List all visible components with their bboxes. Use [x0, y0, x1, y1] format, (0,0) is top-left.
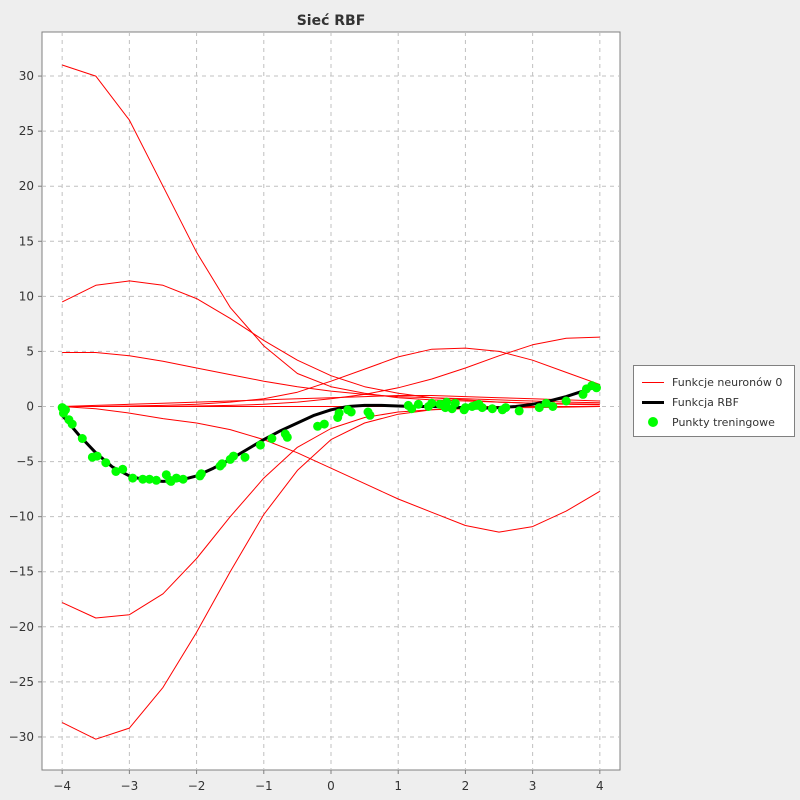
training-point	[460, 403, 470, 413]
x-tick-label: 3	[529, 779, 537, 793]
y-tick-label: −10	[9, 510, 34, 524]
legend-label-neurons: Funkcje neuronów 0	[672, 375, 783, 389]
training-point	[427, 398, 437, 408]
legend-item-points: Punkty treningowe	[642, 412, 775, 432]
y-tick-label: −30	[9, 730, 34, 744]
training-point	[541, 398, 551, 408]
training-point	[346, 407, 356, 417]
training-point	[255, 440, 265, 450]
training-point	[217, 459, 227, 469]
training-point	[267, 434, 277, 443]
neuron-function-line-3	[62, 347, 600, 407]
axes: −4 −3 −2 −1 0 1 2 3 4302520151050−5−10−15−20−25−…	[9, 69, 604, 793]
training-point	[111, 467, 121, 476]
x-tick-label: −1	[255, 779, 273, 793]
neuron-function-line-5	[62, 395, 600, 407]
x-tick-label: −3	[121, 779, 139, 793]
training-point	[450, 398, 460, 408]
training-point	[138, 474, 148, 484]
training-point	[561, 396, 571, 406]
legend-swatch-rbf	[642, 396, 664, 408]
y-tick-label: 0	[26, 400, 34, 414]
training-point	[67, 419, 77, 429]
neuron-function-line-1	[61, 280, 600, 406]
x-tick-label: −2	[188, 779, 206, 793]
training-point	[442, 397, 452, 407]
legend: Funkcje neuronów 0 Funkcja RBF Punkty tr…	[633, 365, 795, 437]
training-point	[487, 404, 497, 414]
training-points	[57, 381, 601, 486]
training-point	[145, 474, 154, 484]
training-point	[61, 405, 70, 415]
y-tick-label: 30	[19, 69, 34, 83]
training-point	[534, 403, 544, 413]
training-point	[101, 458, 111, 468]
legend-label-rbf: Funkcja RBF	[672, 395, 739, 409]
training-point	[407, 404, 417, 414]
x-tick-label: 4	[596, 779, 604, 793]
x-tick-label: 0	[327, 779, 335, 793]
training-point	[334, 408, 344, 418]
training-point	[319, 419, 329, 429]
training-point	[282, 432, 292, 442]
training-point	[178, 474, 188, 484]
training-point	[514, 406, 524, 416]
training-point	[365, 410, 375, 420]
chart-title: Sieć RBF	[297, 13, 366, 29]
legend-swatch-neurons	[642, 376, 664, 388]
training-point	[240, 452, 250, 462]
neuron-function-line-2	[62, 352, 600, 404]
training-point	[501, 403, 511, 413]
training-point	[92, 451, 102, 461]
y-tick-label: 15	[19, 234, 34, 248]
y-tick-label: 20	[19, 179, 34, 193]
training-point	[128, 473, 138, 483]
y-tick-label: 5	[26, 344, 34, 358]
training-point	[477, 403, 487, 413]
training-point	[151, 475, 161, 485]
training-point	[118, 464, 128, 474]
x-tick-label: 1	[394, 779, 402, 793]
y-tick-label: −25	[9, 675, 34, 689]
x-tick-label: 2	[462, 779, 470, 793]
legend-item-rbf: Funkcja RBF	[642, 392, 739, 412]
legend-item-neurons: Funkcje neuronów 0	[642, 372, 782, 392]
neuron-function-line-7	[62, 406, 601, 533]
training-point	[592, 383, 601, 393]
y-tick-label: −5	[16, 455, 34, 469]
legend-label-points: Punkty treningowe	[672, 415, 775, 429]
legend-swatch-points	[642, 416, 664, 428]
y-tick-label: 10	[19, 289, 34, 303]
training-point	[548, 402, 558, 411]
training-point	[229, 451, 238, 461]
training-point	[77, 434, 87, 443]
y-tick-label: −15	[9, 565, 34, 579]
y-tick-label: 25	[19, 124, 34, 138]
training-point	[171, 473, 181, 483]
x-tick-label: −4	[53, 779, 71, 793]
training-point	[413, 399, 423, 409]
training-point	[196, 469, 206, 479]
y-tick-label: −20	[9, 620, 34, 634]
